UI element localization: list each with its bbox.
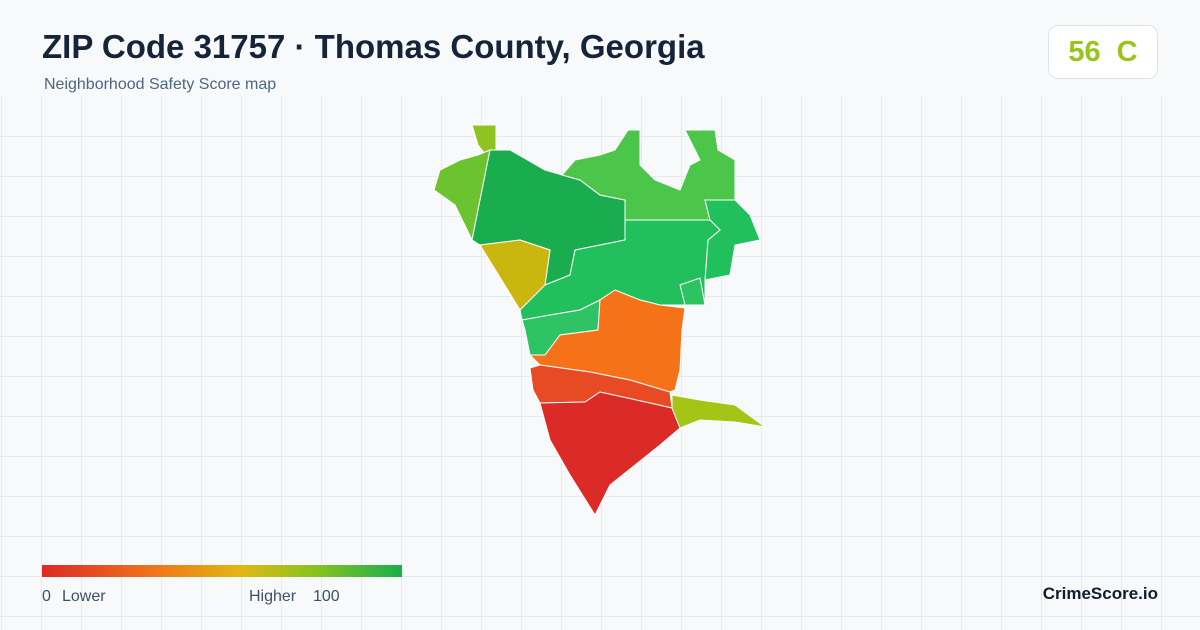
score-badge: 56 C (1048, 25, 1158, 79)
legend-max-label: Higher (249, 588, 297, 605)
area (679, 277, 706, 306)
legend-min: 0 (42, 588, 51, 605)
legend-gradient (42, 565, 402, 577)
area (561, 129, 736, 221)
title: ZIP Code 31757 · Thomas County, Georgia (42, 28, 705, 65)
score-grade: C (1116, 35, 1138, 68)
brand: CrimeScore.io (1042, 584, 1158, 603)
legend-min-label: Lower (62, 588, 106, 605)
score-value: 56 (1068, 35, 1101, 68)
area (671, 394, 766, 429)
area (479, 239, 551, 311)
subtitle: Neighborhood Safety Score map (44, 76, 277, 93)
area (539, 391, 681, 517)
legend-max: 100 (313, 588, 340, 605)
area (704, 199, 761, 281)
